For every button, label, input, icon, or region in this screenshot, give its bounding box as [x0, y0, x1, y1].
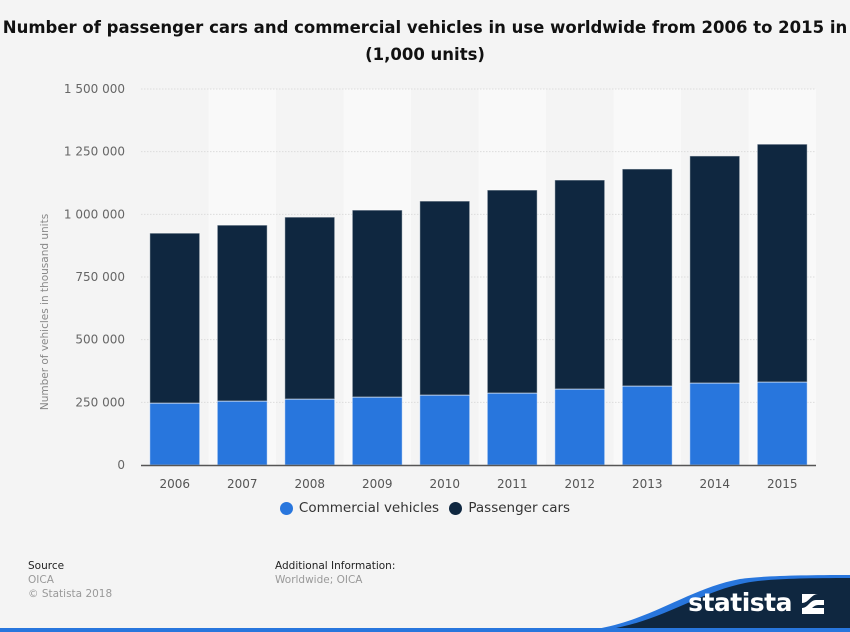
- bar-commercial-vehicles[interactable]: [554, 388, 606, 466]
- bar-passenger-cars[interactable]: [621, 168, 673, 387]
- legend: Commercial vehicles Passenger cars: [0, 500, 850, 519]
- bar-commercial-vehicles[interactable]: [621, 385, 673, 466]
- y-tick-label: 1 000 000: [64, 207, 125, 221]
- bar-commercial-vehicles[interactable]: [689, 382, 741, 466]
- bar-passenger-cars[interactable]: [284, 216, 336, 400]
- copyright: © Statista 2018: [28, 588, 113, 600]
- x-tick-label: 2010: [429, 477, 460, 491]
- bar-passenger-cars[interactable]: [351, 209, 403, 398]
- chart-title: Number of passenger cars and commercial …: [2, 18, 848, 64]
- y-axis-label: Number of vehicles in thousand units: [39, 214, 51, 410]
- x-tick-label: 2009: [362, 477, 393, 491]
- bar-commercial-vehicles[interactable]: [419, 394, 471, 466]
- legend-marker-passenger: [449, 501, 463, 515]
- legend-label: Commercial vehicles: [298, 500, 440, 516]
- bar-passenger-cars[interactable]: [216, 224, 268, 402]
- y-tick-label: 1 250 000: [64, 145, 125, 159]
- bar-commercial-vehicles[interactable]: [216, 400, 268, 466]
- source-value[interactable]: OICA: [28, 574, 54, 586]
- x-tick-label: 2006: [159, 477, 190, 491]
- y-tick-label: 250 000: [75, 395, 125, 409]
- bar-passenger-cars[interactable]: [486, 189, 538, 394]
- legend-label: Passenger cars: [468, 500, 571, 516]
- additional-info-value: Worldwide; OICA: [275, 574, 363, 586]
- legend-item-commercial-vehicles[interactable]: Commercial vehicles: [279, 500, 440, 516]
- x-tick-label: 2013: [632, 477, 663, 491]
- bar-commercial-vehicles[interactable]: [486, 392, 538, 466]
- brand-swoosh: [575, 578, 850, 632]
- additional-info-block: Additional Information: Worldwide; OICA: [275, 559, 395, 587]
- statista-logo-text[interactable]: statista: [688, 588, 792, 617]
- bar-passenger-cars[interactable]: [149, 232, 201, 404]
- y-tick-label: 500 000: [75, 333, 125, 347]
- legend-marker-commercial: [279, 501, 293, 515]
- bar-passenger-cars[interactable]: [756, 143, 808, 383]
- bar-passenger-cars[interactable]: [554, 179, 606, 390]
- bottom-accent-bar: [0, 628, 850, 632]
- source-block: Source OICA © Statista 2018: [28, 559, 112, 601]
- x-tick-label: 2008: [294, 477, 325, 491]
- x-tick-label: 2007: [227, 477, 258, 491]
- source-heading: Source: [28, 560, 65, 572]
- legend-item-passenger-cars[interactable]: Passenger cars: [449, 500, 570, 516]
- statista-logo-icon: [802, 594, 824, 614]
- y-tick-label: 750 000: [75, 270, 125, 284]
- bar-passenger-cars[interactable]: [419, 200, 471, 396]
- x-tick-label: 2014: [699, 477, 730, 491]
- y-tick-label: 0: [117, 458, 125, 472]
- x-tick-label: 2011: [497, 477, 528, 491]
- additional-info-heading: Additional Information:: [275, 560, 396, 572]
- bar-commercial-vehicles[interactable]: [756, 381, 808, 466]
- y-tick-label: 1 500 000: [64, 82, 125, 96]
- chart-plot: 0 250 000 500 000 750 000 1 000 000 1 250 000…: [39, 82, 816, 491]
- bar-passenger-cars[interactable]: [689, 155, 741, 384]
- x-tick-label: 2012: [564, 477, 595, 491]
- x-tick-label: 2015: [767, 477, 798, 491]
